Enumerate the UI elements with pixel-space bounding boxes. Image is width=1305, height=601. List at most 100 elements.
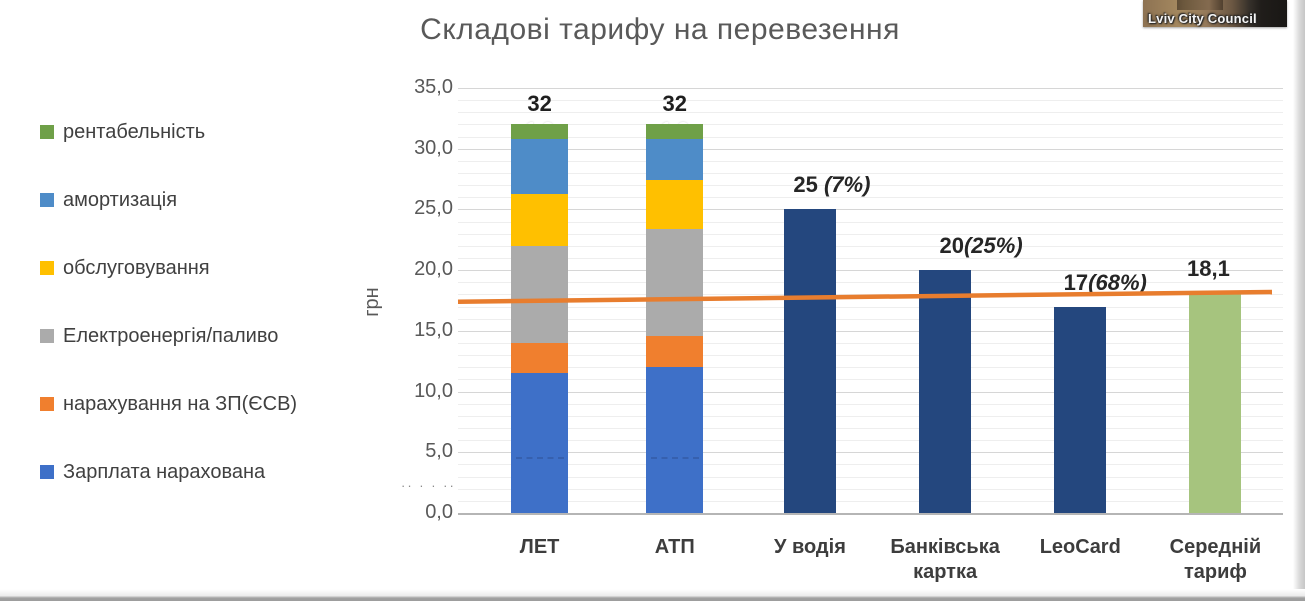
- bar-segment: [511, 193, 569, 246]
- gridline-minor: [458, 197, 1283, 199]
- annotation-percent: (7%): [823, 172, 871, 198]
- chart-legend: рентабельність амортизація обслуговування Е…: [40, 98, 297, 506]
- annotation-value: 20: [939, 233, 964, 259]
- legend-swatch-icon: [40, 193, 54, 207]
- gridline-minor: [458, 112, 1283, 114]
- legend-swatch-icon: [40, 261, 54, 275]
- bar-segment: [646, 367, 704, 513]
- gridline-minor: [458, 379, 1283, 381]
- column-bar: [919, 270, 972, 513]
- legend-item: рентабельність: [40, 98, 297, 166]
- gridline-minor: [458, 500, 1283, 502]
- gridline-minor: [458, 245, 1283, 247]
- column-bar: [1054, 306, 1107, 513]
- y-axis-tick-label: 20,0: [414, 258, 453, 281]
- x-axis-line: [458, 513, 1283, 515]
- legend-swatch-icon: [40, 329, 54, 343]
- screen-edge-right: [1293, 0, 1305, 601]
- gridline-minor: [458, 343, 1283, 344]
- axis-dots-artifact: ·· · · ··: [401, 478, 456, 493]
- gridline-minor: [458, 318, 1283, 320]
- bar-value-annotation: 20(25%): [886, 233, 1076, 259]
- y-axis-tick-label: 25,0: [414, 197, 453, 220]
- gridline-minor: [458, 258, 1283, 259]
- bar-total-label: 32: [527, 91, 552, 117]
- gridline-major: [458, 330, 1283, 332]
- gridline-minor: [458, 160, 1283, 162]
- legend-item: обслуговування: [40, 234, 297, 302]
- gridline-minor: [458, 355, 1283, 357]
- legend-item-label: обслуговування: [63, 256, 210, 279]
- column-bar: [783, 209, 836, 513]
- y-axis-tick-label: 10,0: [414, 379, 453, 402]
- gridline-minor: [458, 403, 1283, 405]
- annotation-value: 25: [793, 172, 824, 198]
- gridline-minor: [458, 136, 1283, 138]
- x-axis-label: Банківська картка: [890, 536, 1000, 583]
- gridline-major: [458, 148, 1283, 150]
- y-axis-title: грн: [361, 287, 383, 317]
- gridline-minor: [458, 100, 1283, 102]
- bar-segment: [646, 124, 704, 139]
- bar-segment: [511, 373, 569, 513]
- gridline-minor: [458, 233, 1283, 235]
- stacked-bar: [646, 124, 704, 513]
- stacked-bar: [511, 124, 569, 513]
- gridline-minor: [458, 440, 1283, 442]
- bar-segment: [646, 180, 704, 229]
- bar-value-annotation: 25 (7%): [737, 172, 927, 198]
- y-axis-tick-label: 15,0: [414, 318, 453, 341]
- bar-segment: [646, 335, 704, 368]
- screen-edge-bottom: [0, 589, 1305, 601]
- gridline-minor: [458, 415, 1283, 417]
- legend-swatch-icon: [40, 397, 54, 411]
- bar-segment: [646, 138, 704, 181]
- bar-segment: [511, 138, 569, 194]
- gridline-minor: [458, 173, 1283, 174]
- gridline-minor: [458, 464, 1283, 466]
- annotation-value: 18,1: [1186, 256, 1230, 282]
- video-thumbnail-caption: Lviv City Council: [1148, 11, 1257, 26]
- gridline-minor: [458, 124, 1283, 126]
- legend-item-label: Зарплата нарахована: [63, 460, 266, 483]
- dashed-line-artifact: [650, 457, 699, 460]
- legend-item-label: Електроенергія/паливо: [63, 324, 279, 347]
- x-axis-label: АТП: [654, 536, 695, 558]
- legend-item: нарахування на ЗП(ЄСВ): [40, 370, 297, 438]
- gridline-major: [458, 452, 1283, 454]
- y-axis-tick-label: 35,0: [414, 76, 453, 98]
- annotation-percent: (25%): [963, 233, 1023, 259]
- y-axis-tick-label: 5,0: [425, 440, 453, 463]
- gridline-minor: [458, 488, 1283, 490]
- gridline-major: [458, 391, 1283, 393]
- column-bar: [1189, 293, 1242, 513]
- gridline-minor: [458, 185, 1283, 187]
- legend-item: амортизація: [40, 166, 297, 234]
- legend-swatch-icon: [40, 465, 54, 479]
- bar-segment: [511, 124, 569, 139]
- gridline-minor: [458, 306, 1283, 308]
- x-axis-label: LeoCard: [1039, 536, 1121, 558]
- legend-item-label: рентабельність: [63, 120, 206, 143]
- bar-segment: [511, 245, 569, 343]
- gridline-minor: [458, 428, 1283, 429]
- x-axis-label: У водія: [773, 536, 846, 558]
- legend-item-label: нарахування на ЗП(ЄСВ): [63, 392, 298, 415]
- annotation-value: 17: [1063, 269, 1089, 295]
- gridline-minor: [458, 221, 1283, 223]
- video-thumbnail[interactable]: Lviv City Council: [1143, 0, 1287, 27]
- bar-segment: [511, 342, 569, 374]
- gridline-major: [458, 209, 1283, 211]
- bar-value-annotation: 18,1: [1113, 256, 1303, 282]
- y-axis-tick-label: 30,0: [414, 136, 453, 159]
- chart-title: Складові тарифу на перевезення: [420, 13, 900, 46]
- y-axis-tick-label: 0,0: [425, 501, 453, 523]
- dashed-line-artifact: [515, 457, 564, 460]
- x-axis-label: Середній тариф: [1169, 536, 1262, 583]
- bar-segment: [646, 228, 704, 336]
- legend-item: Зарплата нарахована: [40, 438, 297, 506]
- legend-swatch-icon: [40, 125, 54, 139]
- gridline-minor: [458, 476, 1283, 478]
- gridline-minor: [458, 367, 1283, 369]
